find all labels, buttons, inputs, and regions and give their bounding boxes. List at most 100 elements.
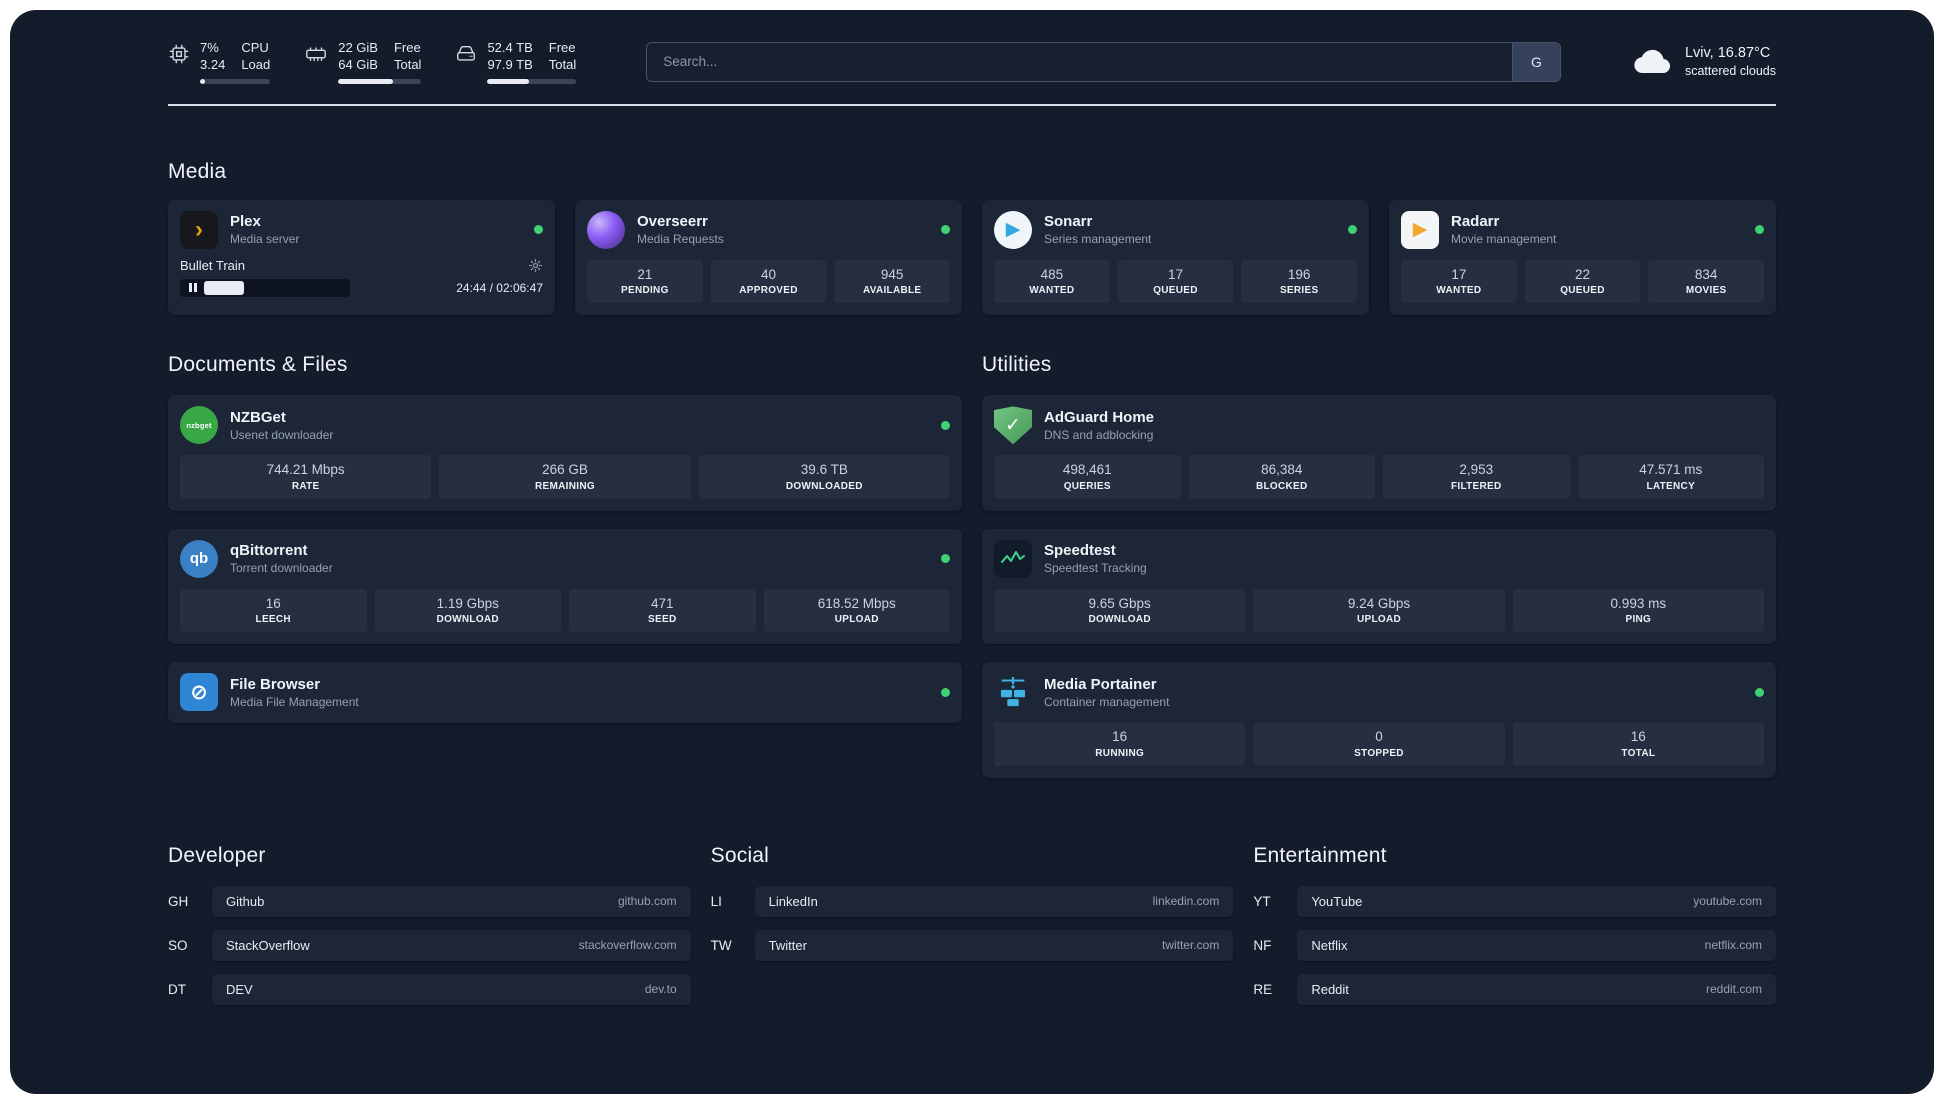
service-name-filebrowser: File Browser [230, 675, 321, 693]
header-divider [168, 103, 1776, 106]
bookmark-link-youtube[interactable]: YouTube youtube.com [1297, 885, 1776, 917]
stat-qbittorrent-seed: 471 SEED [569, 588, 756, 633]
bookmark-link-twitter[interactable]: Twitter twitter.com [754, 929, 1234, 961]
service-card-radarr[interactable]: ▶ Radarr Movie management 17 WANTED 22 Q… [1389, 199, 1776, 316]
bookmark-group-entertainment: Entertainment YT YouTube youtube.com NF … [1253, 844, 1776, 1005]
bookmark-name: DEV [226, 981, 253, 997]
bookmark-link-github[interactable]: Github github.com [212, 885, 691, 917]
disk-progress-track [487, 78, 577, 84]
bookmark-link-dev[interactable]: DEV dev.to [212, 973, 691, 1005]
bookmark-link-stackoverflow[interactable]: StackOverflow stackoverflow.com [212, 929, 691, 961]
bookmark-abbr: GH [168, 893, 189, 909]
status-dot-plex [534, 225, 543, 235]
stat-portainer-total: 16 TOTAL [1512, 722, 1764, 766]
memory-label-bottom: Total [393, 56, 422, 72]
memory-free-value: 22 GiB [338, 40, 378, 55]
service-card-adguard[interactable]: ✓ AdGuard Home DNS and adblocking 498,46… [982, 395, 1776, 511]
stat-label: WANTED [1029, 285, 1075, 297]
service-desc-overseerr: Media Requests [637, 232, 724, 247]
stat-speedtest-ping: 0.993 ms PING [1512, 588, 1764, 633]
speedtest-icon [994, 539, 1032, 578]
disk-icon [455, 40, 477, 65]
status-dot-filebrowser [941, 687, 950, 697]
section-utilities: Utilities ✓ AdGuard Home DNS and adblock… [982, 353, 1776, 778]
bookmark-group-developer: Developer GH Github github.com SO StackO… [168, 844, 691, 1005]
status-dot-sonarr [1348, 225, 1357, 235]
stat-label: PENDING [621, 285, 669, 297]
now-playing-title: Bullet Train [180, 257, 246, 273]
memory-progress-fill [338, 78, 394, 84]
stat-value: 485 [1040, 266, 1064, 282]
stat-portainer-stopped: 0 STOPPED [1253, 722, 1505, 766]
stat-value: 22 [1574, 266, 1591, 282]
stat-sonarr-queued: 17 QUEUED [1117, 259, 1234, 304]
stat-label: APPROVED [739, 285, 798, 297]
section-title-utilities: Utilities [982, 353, 1052, 377]
bookmark-row-reddit: RE Reddit reddit.com [1253, 973, 1776, 1005]
service-card-speedtest[interactable]: Speedtest Speedtest Tracking 9.65 Gbps D… [982, 528, 1776, 645]
stat-label: WANTED [1436, 285, 1482, 297]
stat-value: 16 [1630, 729, 1646, 745]
cpu-progress-track [200, 78, 271, 84]
playback-progress-fill [204, 280, 244, 295]
service-desc-nzbget: Usenet downloader [230, 427, 334, 442]
service-name-adguard: AdGuard Home [1044, 408, 1155, 426]
playback-time: 24:44 / 02:06:47 [456, 280, 543, 295]
stat-overseerr-approved: 40 APPROVED [710, 259, 827, 304]
service-card-nzbget[interactable]: nzbget NZBGet Usenet downloader 744.21 M… [168, 395, 962, 511]
stat-value: 17 [1451, 266, 1467, 282]
settings-gear-icon[interactable] [528, 258, 543, 273]
cpu-load-value: 3.24 [200, 56, 226, 72]
stat-label: QUEUED [1560, 285, 1605, 297]
service-card-filebrowser[interactable]: ⊘ File Browser Media File Management [168, 662, 962, 724]
service-name-plex: Plex [230, 213, 261, 231]
bookmark-abbr: YT [1253, 893, 1271, 909]
status-dot-nzbget [941, 420, 950, 430]
stat-sonarr-series: 196 SERIES [1241, 259, 1358, 304]
bookmark-url: linkedin.com [1152, 894, 1220, 909]
weather-location: Lviv, 16.87°C [1684, 44, 1771, 61]
bookmark-name: Netflix [1311, 937, 1348, 953]
search-provider-button[interactable]: G [1511, 42, 1560, 81]
service-name-portainer: Media Portainer [1044, 675, 1157, 693]
stat-value: 40 [760, 266, 777, 282]
service-card-sonarr[interactable]: ▶ Sonarr Series management 485 WANTED 17… [982, 199, 1369, 316]
bookmark-abbr: SO [168, 937, 188, 953]
pause-button[interactable] [182, 281, 204, 295]
stat-label: QUERIES [1063, 480, 1111, 492]
stat-label: PING [1625, 614, 1652, 626]
service-name-radarr: Radarr [1451, 213, 1500, 231]
search-input[interactable] [647, 42, 1512, 81]
stat-value: 16 [265, 595, 281, 611]
stat-value: 945 [880, 266, 904, 282]
stat-nzbget-rate: 744.21 Mbps RATE [180, 455, 432, 499]
service-card-portainer[interactable]: Media Portainer Container management 16 … [982, 662, 1776, 778]
stat-label: BLOCKED [1255, 480, 1308, 492]
service-name-speedtest: Speedtest [1044, 542, 1116, 560]
service-card-overseerr[interactable]: Overseerr Media Requests 21 PENDING 40 A… [575, 199, 962, 316]
bookmark-link-reddit[interactable]: Reddit reddit.com [1297, 973, 1776, 1005]
status-dot-overseerr [941, 225, 950, 235]
plex-icon: › [180, 210, 218, 249]
stat-label: RUNNING [1095, 747, 1145, 759]
playback-progress-bar[interactable] [180, 278, 350, 297]
stat-value: 0.993 ms [1610, 595, 1667, 611]
stat-label: LATENCY [1646, 480, 1696, 492]
stat-radarr-movies: 834 MOVIES [1648, 259, 1765, 304]
stat-value: 1.19 Gbps [436, 595, 499, 611]
bookmark-link-linkedin[interactable]: LinkedIn linkedin.com [754, 885, 1234, 917]
stat-value: 47.571 ms [1639, 462, 1703, 478]
memory-label-top: Free [393, 40, 421, 55]
section-title-entertainment: Entertainment [1253, 843, 1387, 867]
stat-value: 17 [1167, 266, 1184, 282]
bookmark-link-netflix[interactable]: Netflix netflix.com [1297, 929, 1776, 961]
service-card-qbittorrent[interactable]: qb qBittorrent Torrent downloader 16 LEE… [168, 528, 962, 645]
status-dot-portainer [1755, 687, 1764, 697]
memory-widget: 22 GiB 64 GiB Free Total [304, 40, 422, 84]
bookmark-name: Reddit [1311, 981, 1349, 997]
sonarr-icon: ▶ [994, 210, 1032, 249]
stat-value: 9.24 Gbps [1347, 595, 1411, 611]
service-card-plex[interactable]: › Plex Media server Bullet Train [168, 199, 555, 316]
section-documents: Documents & Files nzbget NZBGet Usenet d… [168, 353, 962, 724]
stat-label: UPLOAD [1356, 614, 1401, 626]
